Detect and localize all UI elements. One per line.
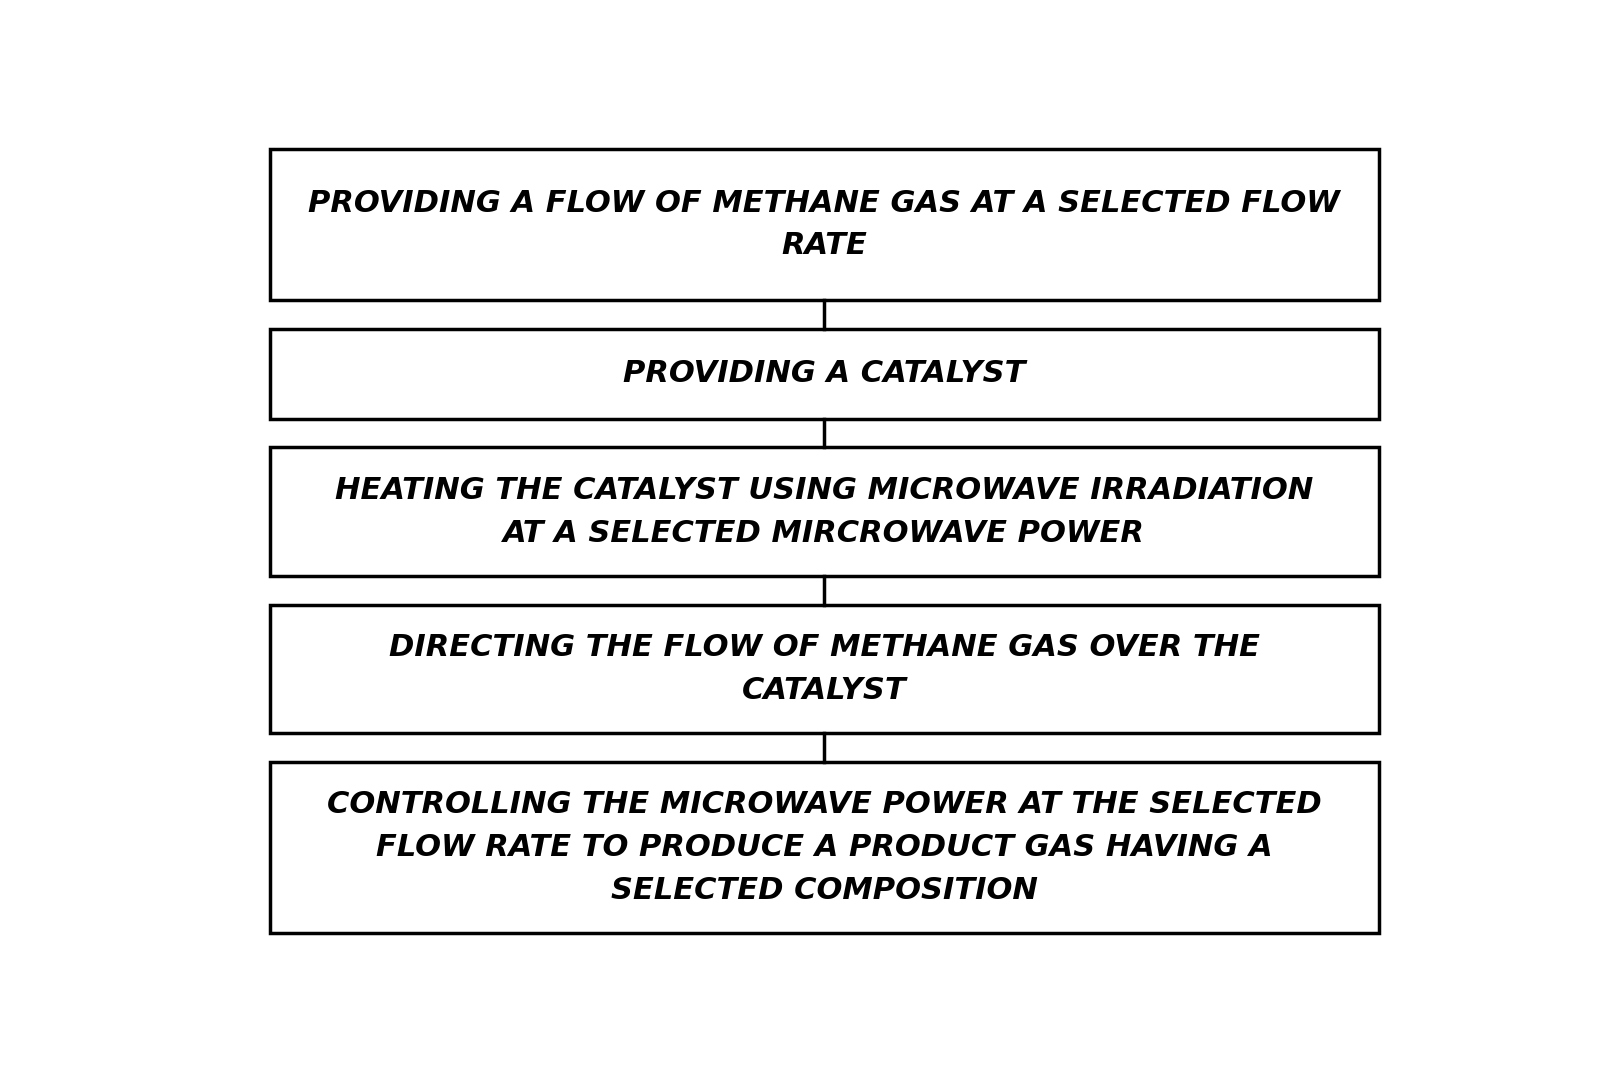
- Text: PROVIDING A FLOW OF METHANE GAS AT A SELECTED FLOW
RATE: PROVIDING A FLOW OF METHANE GAS AT A SEL…: [309, 189, 1339, 260]
- FancyBboxPatch shape: [270, 447, 1377, 576]
- Text: DIRECTING THE FLOW OF METHANE GAS OVER THE
CATALYST: DIRECTING THE FLOW OF METHANE GAS OVER T…: [389, 633, 1258, 705]
- Text: PROVIDING A CATALYST: PROVIDING A CATALYST: [622, 360, 1025, 388]
- Text: CONTROLLING THE MICROWAVE POWER AT THE SELECTED
FLOW RATE TO PRODUCE A PRODUCT G: CONTROLLING THE MICROWAVE POWER AT THE S…: [326, 791, 1321, 905]
- FancyBboxPatch shape: [270, 148, 1377, 301]
- FancyBboxPatch shape: [270, 329, 1377, 418]
- FancyBboxPatch shape: [270, 762, 1377, 934]
- Text: HEATING THE CATALYST USING MICROWAVE IRRADIATION
AT A SELECTED MIRCROWAVE POWER: HEATING THE CATALYST USING MICROWAVE IRR…: [334, 476, 1313, 547]
- FancyBboxPatch shape: [270, 605, 1377, 733]
